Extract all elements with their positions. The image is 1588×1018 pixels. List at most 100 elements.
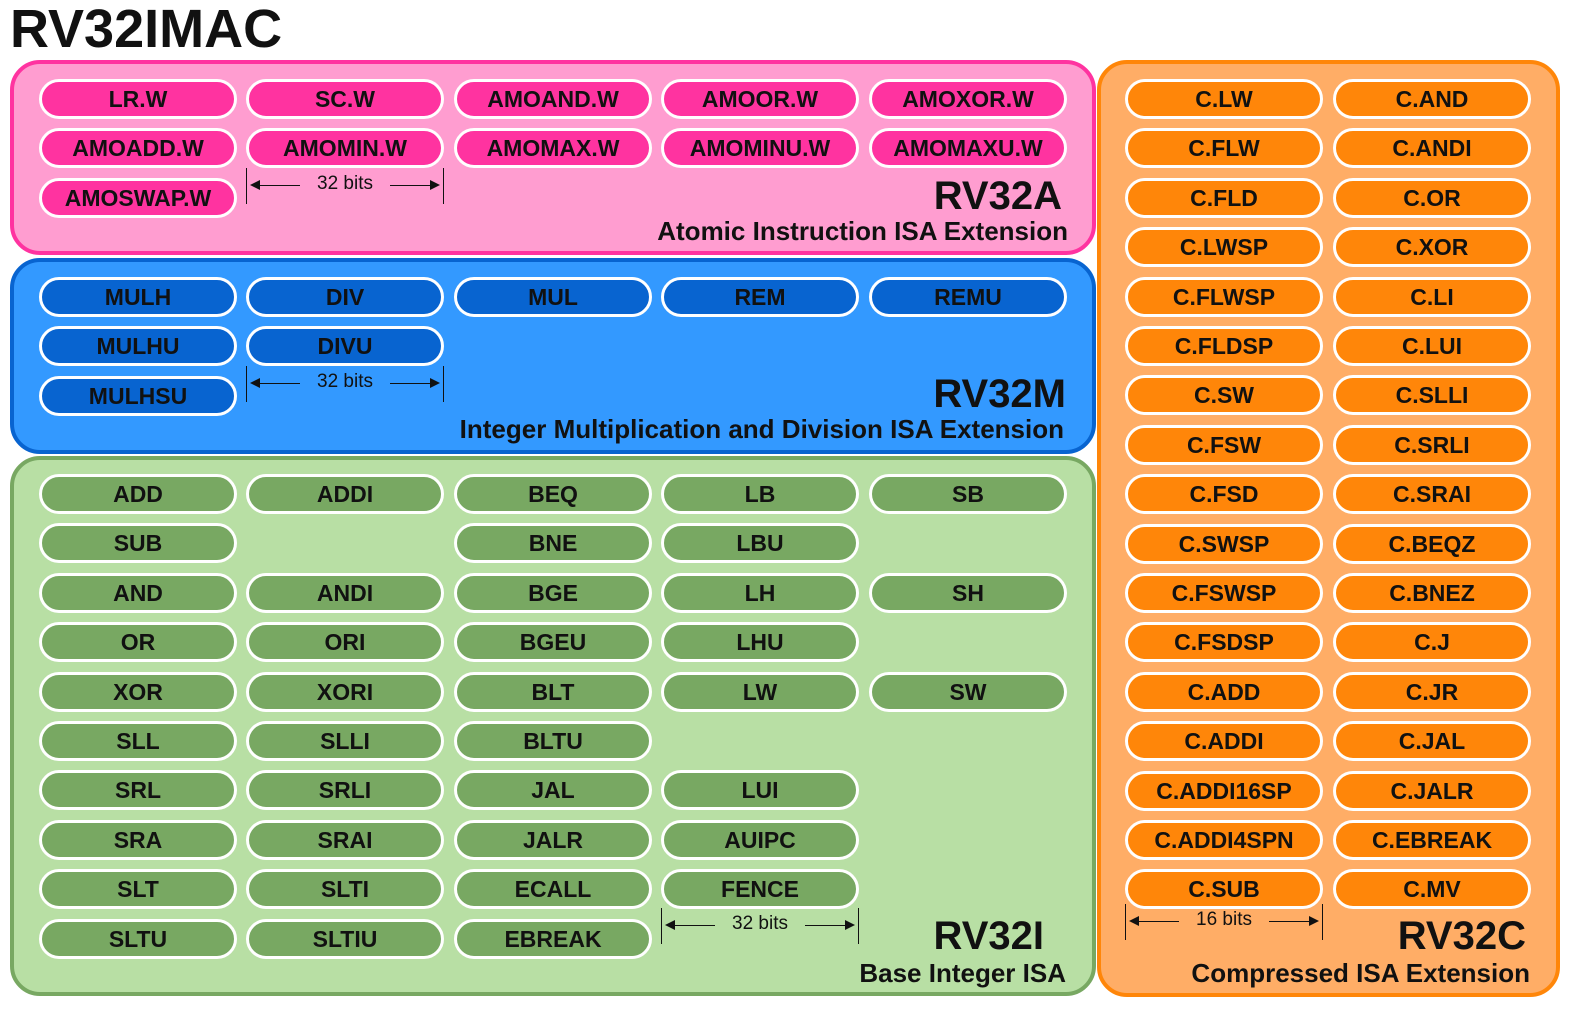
- rv32a-name: RV32A: [933, 174, 1062, 218]
- rv32c-instruction: C.SW: [1125, 375, 1323, 415]
- rv32i-instruction: AUIPC: [661, 820, 859, 860]
- rv32i-instruction: JAL: [454, 770, 652, 810]
- rv32c-instruction: C.LW: [1125, 79, 1323, 119]
- rv32i-instruction: SRA: [39, 820, 237, 860]
- rv32c-instruction: C.FLW: [1125, 128, 1323, 168]
- rv32c-instruction: C.LWSP: [1125, 227, 1323, 267]
- rv32c-instruction: C.FSD: [1125, 474, 1323, 514]
- rv32c-instruction: C.ADDI: [1125, 721, 1323, 761]
- rv32i-instruction: SLTIU: [246, 919, 444, 959]
- rv32i-instruction: SLTU: [39, 919, 237, 959]
- rv32a-instruction: AMOXOR.W: [869, 79, 1067, 119]
- rv32i-instruction: FENCE: [661, 869, 859, 909]
- rv32i-instruction: SLTI: [246, 869, 444, 909]
- rv32a-instruction: AMOMIN.W: [246, 128, 444, 168]
- rv32m-instruction: MULH: [39, 277, 237, 317]
- rv32c-instruction: C.ADDI4SPN: [1125, 820, 1323, 860]
- rv32c-instruction: C.ADDI16SP: [1125, 771, 1323, 811]
- rv32a-instruction: AMOADD.W: [39, 128, 237, 168]
- rv32i-instruction: ECALL: [454, 869, 652, 909]
- rv32i-instruction: OR: [39, 622, 237, 662]
- rv32c-width-label: 16 bits: [1196, 909, 1252, 930]
- rv32c-instruction: C.SRLI: [1333, 425, 1531, 465]
- rv32a-instruction: AMOMAXU.W: [869, 128, 1067, 168]
- rv32c-instruction: C.SWSP: [1125, 524, 1323, 564]
- rv32c-instruction: C.BEQZ: [1333, 524, 1531, 564]
- rv32i-instruction: LW: [661, 672, 859, 712]
- rv32i-width-label: 32 bits: [732, 913, 788, 934]
- rv32m-instruction: MULHU: [39, 326, 237, 366]
- rv32i-width-marker: 32 bits: [661, 908, 859, 944]
- rv32m-instruction: DIV: [246, 277, 444, 317]
- rv32i-instruction: AND: [39, 573, 237, 613]
- rv32c-instruction: C.ADD: [1125, 672, 1323, 712]
- rv32m-instruction: MUL: [454, 277, 652, 317]
- rv32i-instruction: SW: [869, 672, 1067, 712]
- rv32c-instruction: C.AND: [1333, 79, 1531, 119]
- rv32i-instruction: BGE: [454, 573, 652, 613]
- rv32c-instruction: C.SRAI: [1333, 474, 1531, 514]
- rv32a-description: Atomic Instruction ISA Extension: [657, 216, 1068, 246]
- rv32i-instruction: SRAI: [246, 820, 444, 860]
- rv32m-description: Integer Multiplication and Division ISA …: [459, 414, 1064, 444]
- rv32a-instruction: AMOMAX.W: [454, 128, 652, 168]
- rv32m-instruction: REM: [661, 277, 859, 317]
- rv32i-instruction: SLL: [39, 721, 237, 761]
- rv32i-instruction: LUI: [661, 770, 859, 810]
- rv32i-instruction: LHU: [661, 622, 859, 662]
- diagram-title: RV32IMAC: [10, 0, 283, 59]
- rv32i-instruction: JALR: [454, 820, 652, 860]
- rv32c-description: Compressed ISA Extension: [1191, 958, 1530, 988]
- rv32i-instruction: BLT: [454, 672, 652, 712]
- rv32c-instruction: C.LUI: [1333, 326, 1531, 366]
- rv32i-instruction: BNE: [454, 523, 652, 563]
- rv32c-instruction: C.ANDI: [1333, 128, 1531, 168]
- rv32i-instruction: ADDI: [246, 474, 444, 514]
- rv32i-instruction: BGEU: [454, 622, 652, 662]
- rv32c-instruction: C.J: [1333, 622, 1531, 662]
- rv32i-name: RV32I: [933, 914, 1044, 958]
- rv32c-instruction: C.FLD: [1125, 178, 1323, 218]
- rv32m-width-marker: 32 bits: [246, 366, 444, 402]
- rv32a-width-label: 32 bits: [317, 173, 373, 194]
- rv32m-width-label: 32 bits: [317, 371, 373, 392]
- rv32c-instruction: C.MV: [1333, 869, 1531, 909]
- rv32i-instruction: EBREAK: [454, 919, 652, 959]
- rv32c-instruction: C.SLLI: [1333, 375, 1531, 415]
- rv32c-instruction: C.JR: [1333, 672, 1531, 712]
- rv32i-instruction: SRLI: [246, 770, 444, 810]
- rv32c-instruction: C.LI: [1333, 277, 1531, 317]
- rv32i-instruction: LB: [661, 474, 859, 514]
- rv32i-instruction: ADD: [39, 474, 237, 514]
- rv32c-instruction: C.FSDSP: [1125, 622, 1323, 662]
- rv32a-instruction: SC.W: [246, 79, 444, 119]
- rv32i-instruction: SUB: [39, 523, 237, 563]
- rv32i-instruction: SB: [869, 474, 1067, 514]
- rv32i-instruction: SLLI: [246, 721, 444, 761]
- rv32a-width-marker: 32 bits: [246, 168, 444, 204]
- rv32m-instruction: DIVU: [246, 326, 444, 366]
- rv32i-instruction: LBU: [661, 523, 859, 563]
- rv32m-name: RV32M: [933, 372, 1066, 416]
- rv32i-instruction: SRL: [39, 770, 237, 810]
- rv32c-instruction: C.FLDSP: [1125, 326, 1323, 366]
- rv32c-instruction: C.FLWSP: [1125, 277, 1323, 317]
- rv32i-instruction: LH: [661, 573, 859, 613]
- rv32i-instruction: BLTU: [454, 721, 652, 761]
- rv32i-description: Base Integer ISA: [859, 958, 1066, 988]
- rv32i-instruction: SLT: [39, 869, 237, 909]
- rv32c-instruction: C.SUB: [1125, 869, 1323, 909]
- rv32c-instruction: C.BNEZ: [1333, 573, 1531, 613]
- rv32i-instruction: ORI: [246, 622, 444, 662]
- rv32c-instruction: C.JALR: [1333, 771, 1531, 811]
- rv32m-instruction: MULHSU: [39, 376, 237, 416]
- rv32i-instruction: BEQ: [454, 474, 652, 514]
- rv32i-instruction: SH: [869, 573, 1067, 613]
- rv32c-instruction: C.FSW: [1125, 425, 1323, 465]
- rv32c-instruction: C.EBREAK: [1333, 820, 1531, 860]
- rv32a-instruction: AMOOR.W: [661, 79, 859, 119]
- rv32c-width-marker: 16 bits: [1125, 904, 1323, 940]
- rv32a-instruction: AMOMINU.W: [661, 128, 859, 168]
- rv32c-instruction: C.OR: [1333, 178, 1531, 218]
- rv32a-instruction: AMOAND.W: [454, 79, 652, 119]
